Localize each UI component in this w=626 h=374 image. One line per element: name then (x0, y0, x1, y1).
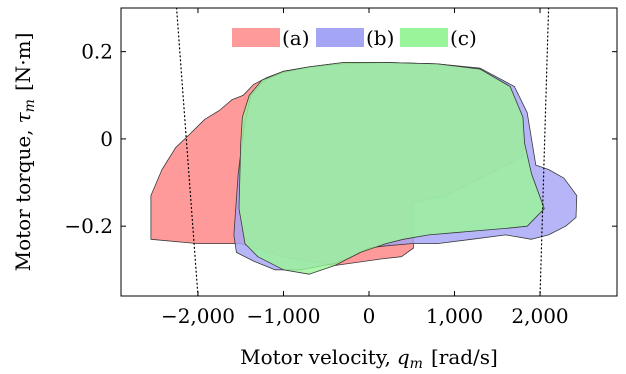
legend: (a) (b) (c) (232, 26, 477, 50)
legend-label: (b) (366, 26, 394, 50)
y-axis-title: Motor torque,τm[N·m] (11, 33, 38, 272)
x-tick-label: 1,000 (426, 304, 483, 328)
limit-line-1 (175, 8, 199, 296)
legend-item: (b) (316, 26, 394, 50)
x-tick-label: 2,000 (511, 304, 568, 328)
y-axis: −0.2 0 0.2 (64, 40, 617, 238)
y-tick-label: 0 (100, 127, 113, 151)
x-axis: −2,000 −1,000 0 1,000 2,000 (161, 8, 569, 328)
legend-item: (a) (232, 26, 310, 50)
legend-swatch (400, 28, 448, 47)
y-tick-label: 0.2 (81, 40, 113, 64)
legend-swatch (316, 28, 364, 47)
x-tick-label: −1,000 (246, 304, 320, 328)
limit-line-2 (539, 8, 550, 296)
x-tick-label: 0 (363, 304, 376, 328)
limit-lines (175, 8, 550, 296)
legend-swatch (232, 28, 280, 47)
legend-label: (a) (282, 26, 310, 50)
y-tick-label: −0.2 (64, 214, 113, 238)
legend-label: (c) (450, 26, 477, 50)
legend-item: (c) (400, 26, 477, 50)
x-tick-label: −2,000 (161, 304, 235, 328)
x-axis-title: Motor velocity, qm [rad/s] (240, 345, 498, 372)
plot-area (150, 62, 578, 275)
series-area-3 (238, 62, 545, 275)
